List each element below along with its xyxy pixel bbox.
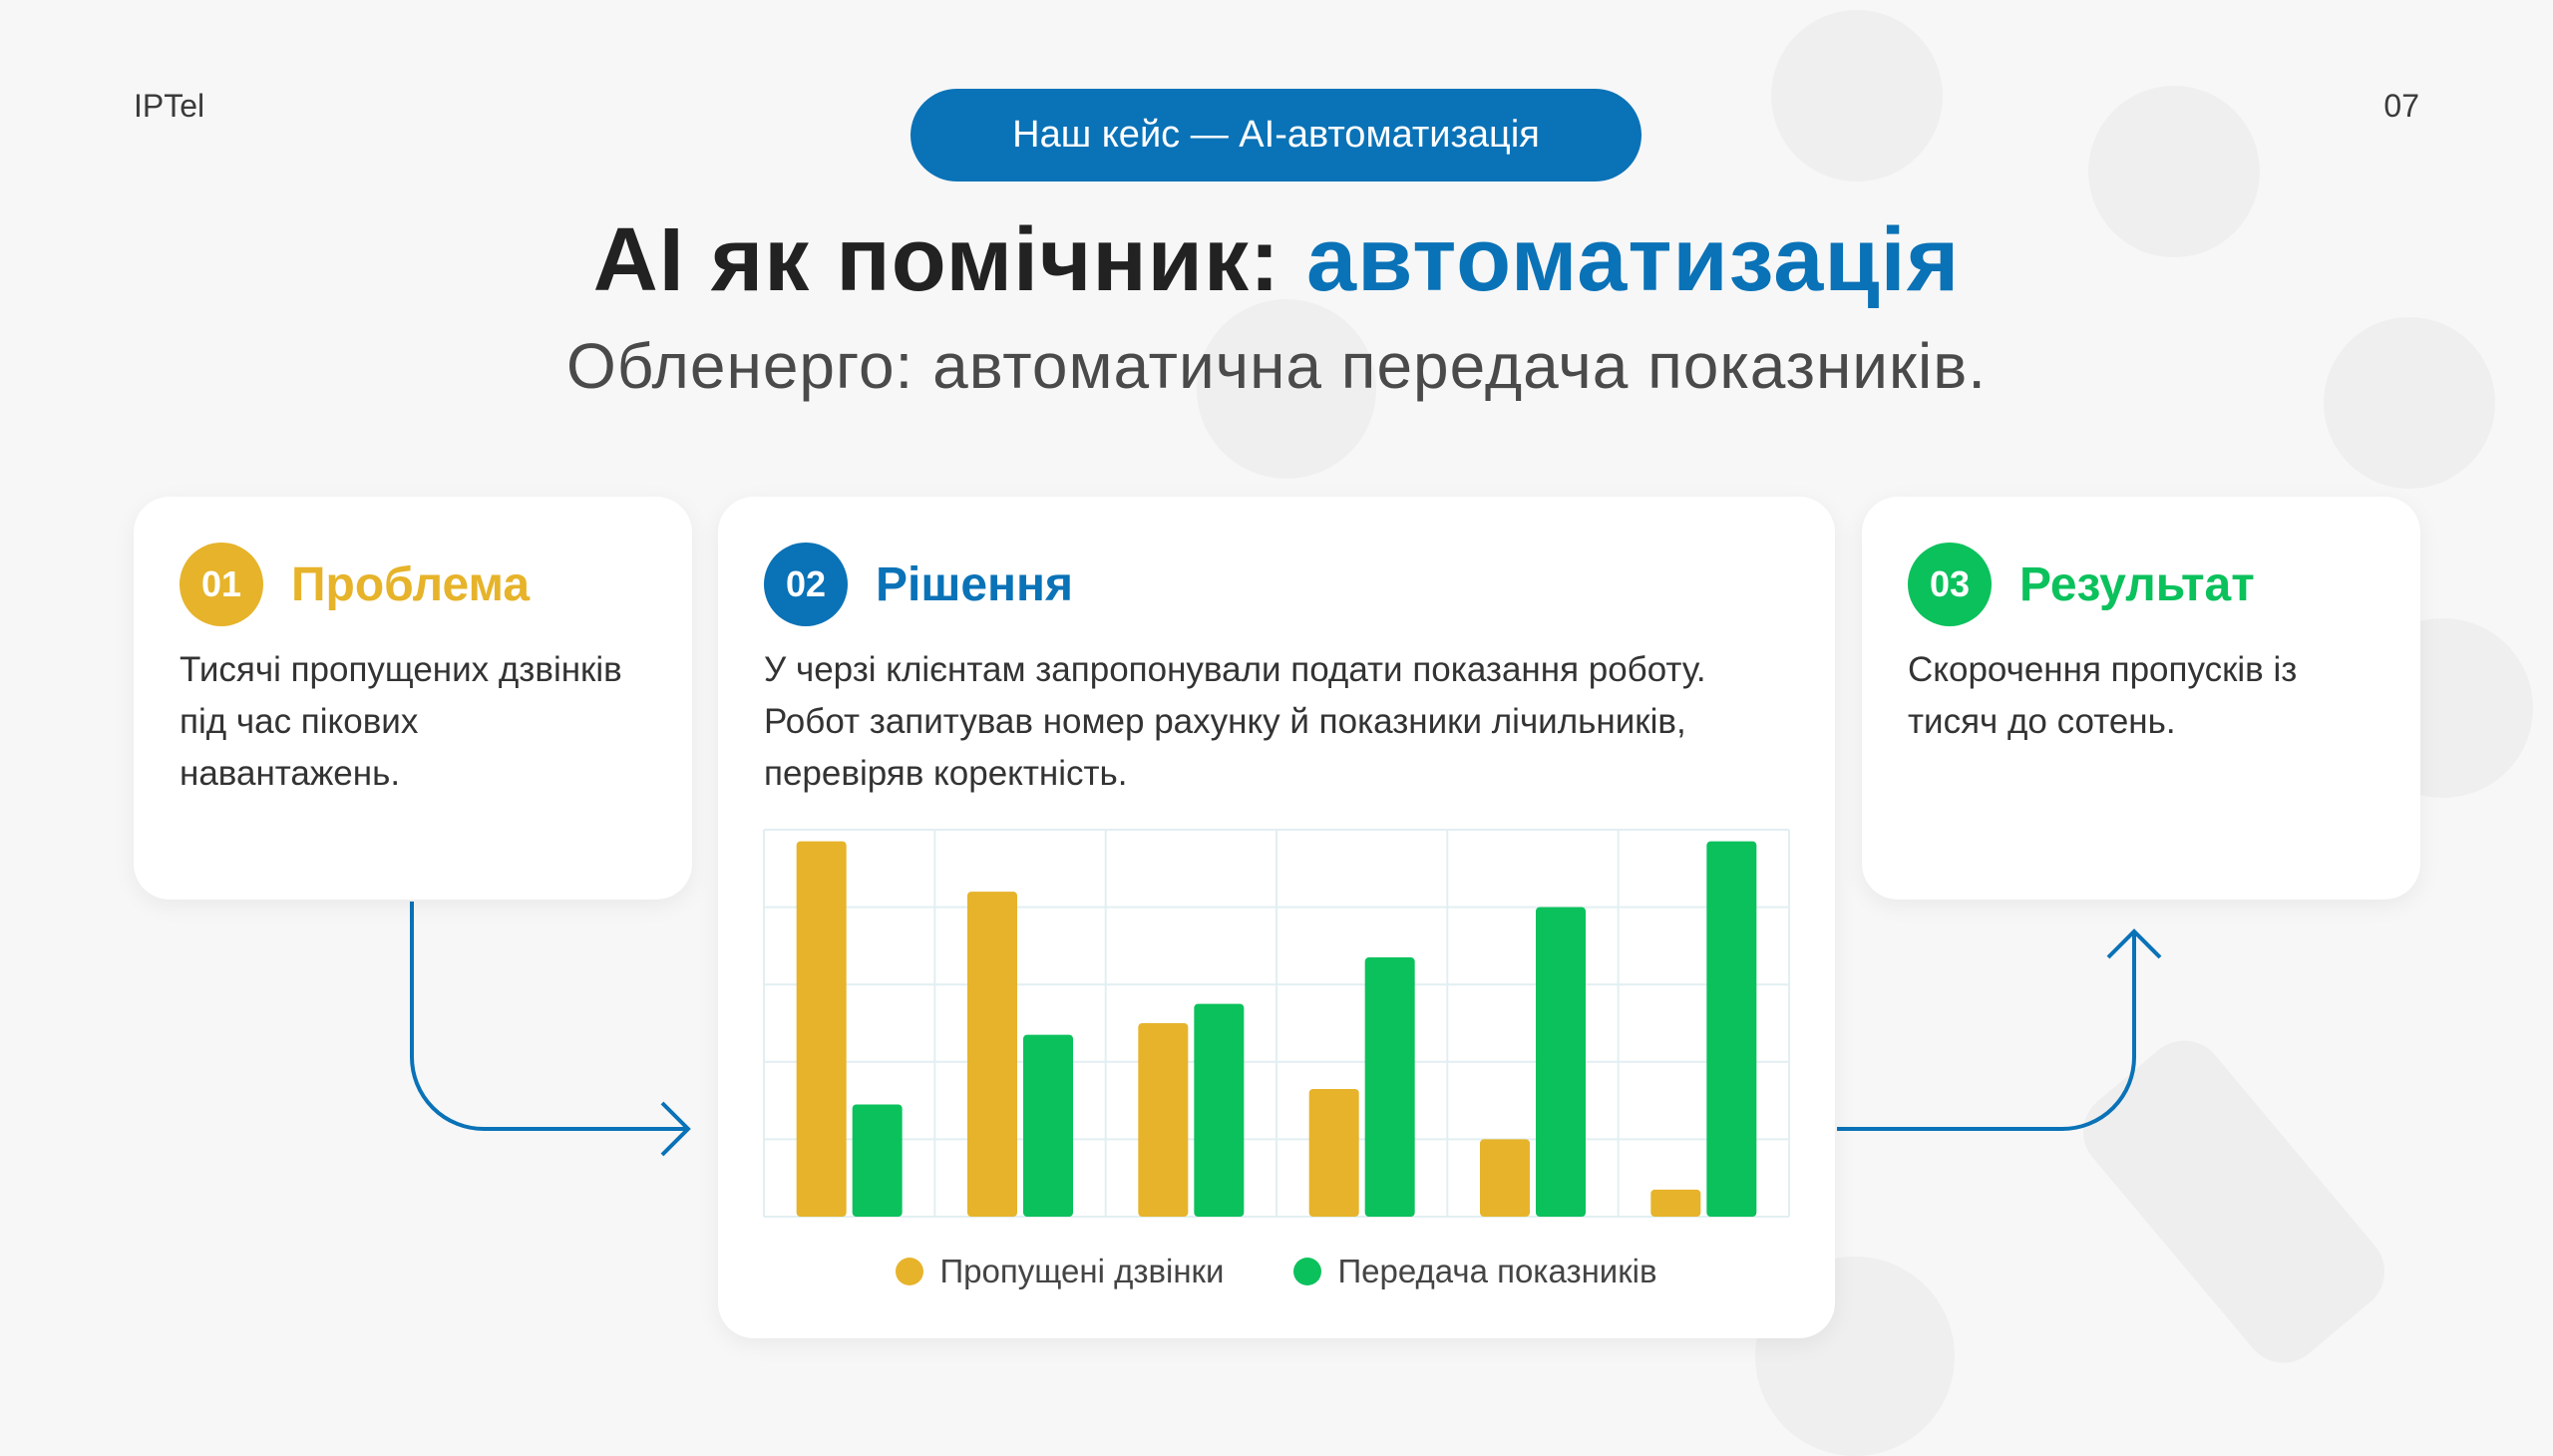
step-number-badge: 02 bbox=[764, 543, 848, 626]
bar-missed-calls-4 bbox=[1308, 1088, 1359, 1217]
problem-card: 01 Проблема Тисячі пропущених дзвінків п… bbox=[134, 497, 692, 900]
bar-missed-calls-2 bbox=[967, 892, 1017, 1217]
page-number: 07 bbox=[2383, 88, 2419, 124]
bg-circle bbox=[2088, 86, 2260, 257]
section-pill: Наш кейс — AI-автоматизація bbox=[911, 89, 1641, 182]
legend-label-transfer: Передача показників bbox=[1337, 1253, 1657, 1289]
solution-header: 02 Рішення bbox=[764, 543, 1073, 626]
page-title: AI як помічник: автоматизація bbox=[0, 209, 2553, 312]
problem-text: Тисячі пропущених дзвінків під час піков… bbox=[180, 650, 622, 793]
legend-label-missed: Пропущені дзвінки bbox=[939, 1253, 1225, 1289]
result-header: 03 Результат bbox=[1908, 543, 2255, 626]
step-number-badge: 03 bbox=[1908, 543, 1992, 626]
bar-chart bbox=[763, 829, 1790, 1218]
arrowhead-right bbox=[660, 1101, 691, 1157]
solution-card: 02 Рішення У черзі клієнтам запропонувал… bbox=[718, 497, 1835, 1338]
bar-transfers-3 bbox=[1194, 1003, 1245, 1217]
title-accent: автоматизація bbox=[1306, 210, 1961, 310]
bar-transfers-5 bbox=[1536, 907, 1586, 1217]
solution-text: У черзі клієнтам запропонували подати по… bbox=[764, 650, 1706, 793]
solution-title: Рішення bbox=[876, 557, 1074, 611]
legend-item-missed: Пропущені дзвінки bbox=[896, 1253, 1224, 1290]
problem-title: Проблема bbox=[291, 557, 531, 611]
bar-transfers-1 bbox=[852, 1104, 903, 1217]
result-text: Скорочення пропусків із тисяч до сотень. bbox=[1908, 650, 2298, 741]
arrow-solution-to-result bbox=[1837, 933, 2136, 1131]
bar-missed-calls-5 bbox=[1480, 1139, 1530, 1217]
step-number-badge: 01 bbox=[180, 543, 263, 626]
arrow-problem-to-solution bbox=[410, 902, 686, 1131]
bg-circle bbox=[1197, 299, 1376, 479]
result-card: 03 Результат Скорочення пропусків із тис… bbox=[1862, 497, 2420, 900]
result-title: Результат bbox=[2019, 557, 2255, 611]
legend-dot-green bbox=[1293, 1258, 1322, 1285]
problem-header: 01 Проблема bbox=[180, 543, 530, 626]
bar-transfers-4 bbox=[1364, 957, 1415, 1217]
bg-circle bbox=[1771, 10, 1943, 182]
bar-transfers-6 bbox=[1706, 841, 1757, 1217]
legend-dot-yellow bbox=[896, 1258, 924, 1285]
legend-item-transfer: Передача показників bbox=[1293, 1253, 1657, 1290]
bar-transfers-2 bbox=[1023, 1034, 1073, 1217]
brand-label: IPTel bbox=[134, 88, 205, 124]
bar-missed-calls-1 bbox=[796, 841, 847, 1217]
page-subtitle: Обленерго: автоматична передача показник… bbox=[565, 330, 1988, 402]
chart-legend: Пропущені дзвінки Передача показників bbox=[718, 1253, 1835, 1290]
bar-missed-calls-6 bbox=[1650, 1189, 1701, 1217]
bg-circle bbox=[2324, 317, 2495, 489]
arrowhead-up bbox=[2106, 928, 2162, 959]
title-main: AI як помічник: bbox=[592, 210, 1307, 310]
bar-missed-calls-3 bbox=[1138, 1023, 1189, 1217]
